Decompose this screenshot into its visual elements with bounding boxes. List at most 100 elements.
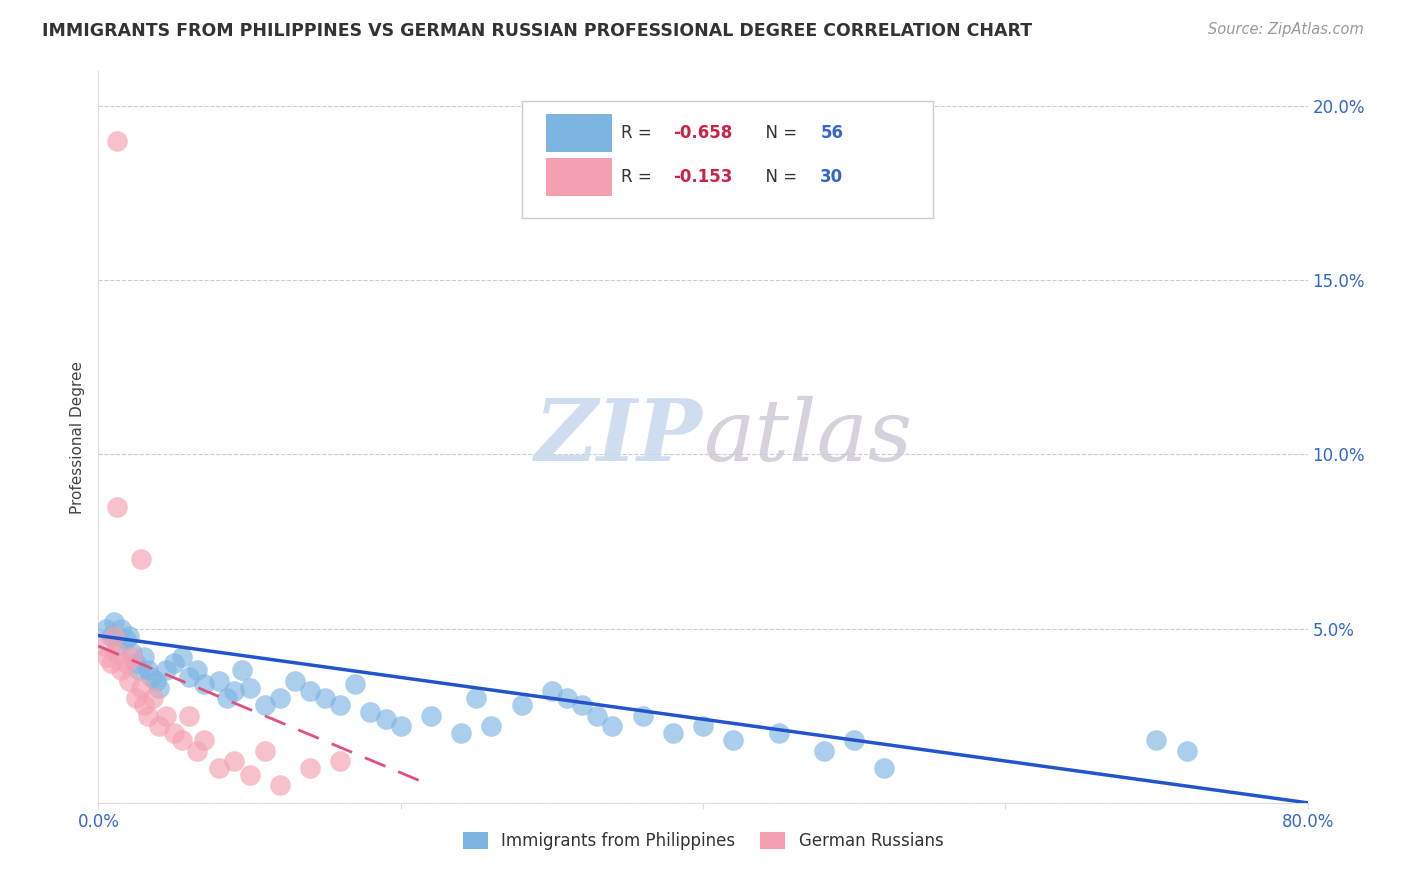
Point	[571, 698, 593, 713]
Point	[141, 670, 163, 684]
Point	[114, 632, 136, 646]
Point	[170, 733, 193, 747]
Text: IMMIGRANTS FROM PHILIPPINES VS GERMAN RUSSIAN PROFESSIONAL DEGREE CORRELATION CH: IMMIGRANTS FROM PHILIPPINES VS GERMAN RU…	[42, 22, 1032, 40]
FancyBboxPatch shape	[546, 114, 613, 152]
Point	[540, 684, 562, 698]
Point	[1144, 733, 1167, 747]
Point	[163, 726, 186, 740]
Point	[105, 646, 128, 660]
Text: R =: R =	[621, 168, 657, 186]
Point	[661, 726, 683, 740]
Point	[110, 622, 132, 636]
Text: ZIP: ZIP	[536, 395, 703, 479]
Point	[481, 719, 503, 733]
FancyBboxPatch shape	[522, 101, 932, 218]
Point	[110, 664, 132, 678]
Point	[193, 733, 215, 747]
Point	[132, 698, 155, 713]
FancyBboxPatch shape	[546, 158, 613, 195]
Point	[813, 743, 835, 757]
Point	[93, 639, 115, 653]
Point	[269, 691, 291, 706]
Point	[253, 743, 276, 757]
Point	[136, 708, 159, 723]
Point	[692, 719, 714, 733]
Point	[344, 677, 367, 691]
Point	[170, 649, 193, 664]
Point	[105, 639, 128, 653]
Point	[94, 622, 117, 636]
Point	[450, 726, 472, 740]
Point	[103, 629, 125, 643]
Point	[768, 726, 790, 740]
Point	[299, 761, 322, 775]
Point	[844, 733, 866, 747]
Point	[148, 681, 170, 695]
Point	[145, 673, 167, 688]
Text: N =: N =	[755, 124, 803, 142]
Point	[873, 761, 896, 775]
Point	[132, 649, 155, 664]
Point	[186, 743, 208, 757]
Point	[1175, 743, 1198, 757]
Point	[103, 615, 125, 629]
Point	[208, 673, 231, 688]
Point	[125, 657, 148, 671]
Point	[239, 768, 262, 782]
Text: atlas: atlas	[703, 396, 912, 478]
Point	[148, 719, 170, 733]
Point	[420, 708, 443, 723]
Point	[284, 673, 307, 688]
Point	[602, 719, 624, 733]
Point	[129, 552, 152, 566]
Point	[125, 691, 148, 706]
Point	[586, 708, 609, 723]
Text: 56: 56	[820, 124, 844, 142]
Point	[105, 500, 128, 514]
Point	[136, 664, 159, 678]
Text: Source: ZipAtlas.com: Source: ZipAtlas.com	[1208, 22, 1364, 37]
Y-axis label: Professional Degree: Professional Degree	[70, 360, 86, 514]
Legend: Immigrants from Philippines, German Russians: Immigrants from Philippines, German Russ…	[456, 825, 950, 856]
Point	[179, 670, 201, 684]
Point	[360, 705, 382, 719]
Text: -0.153: -0.153	[672, 168, 733, 186]
Point	[96, 649, 118, 664]
Point	[215, 691, 238, 706]
Point	[128, 664, 150, 678]
Point	[269, 778, 291, 792]
Point	[155, 708, 177, 723]
Point	[374, 712, 396, 726]
Point	[163, 657, 186, 671]
Point	[723, 733, 745, 747]
Point	[299, 684, 322, 698]
Point	[510, 698, 533, 713]
Point	[314, 691, 336, 706]
Text: R =: R =	[621, 124, 657, 142]
Point	[105, 134, 128, 148]
Point	[186, 664, 208, 678]
Point	[465, 691, 488, 706]
Point	[208, 761, 231, 775]
Point	[631, 708, 654, 723]
Point	[142, 691, 165, 706]
Point	[155, 664, 177, 678]
Text: 30: 30	[820, 168, 844, 186]
Point	[253, 698, 276, 713]
Point	[129, 681, 152, 695]
Point	[239, 681, 262, 695]
Point	[389, 719, 412, 733]
Point	[555, 691, 578, 706]
Point	[329, 698, 352, 713]
Point	[100, 629, 122, 643]
Point	[121, 646, 143, 660]
Point	[179, 708, 201, 723]
Point	[231, 664, 253, 678]
Point	[193, 677, 215, 691]
Point	[114, 657, 136, 671]
Point	[118, 629, 141, 643]
Point	[329, 754, 352, 768]
Text: -0.658: -0.658	[672, 124, 733, 142]
Text: N =: N =	[755, 168, 803, 186]
Point	[121, 649, 143, 664]
